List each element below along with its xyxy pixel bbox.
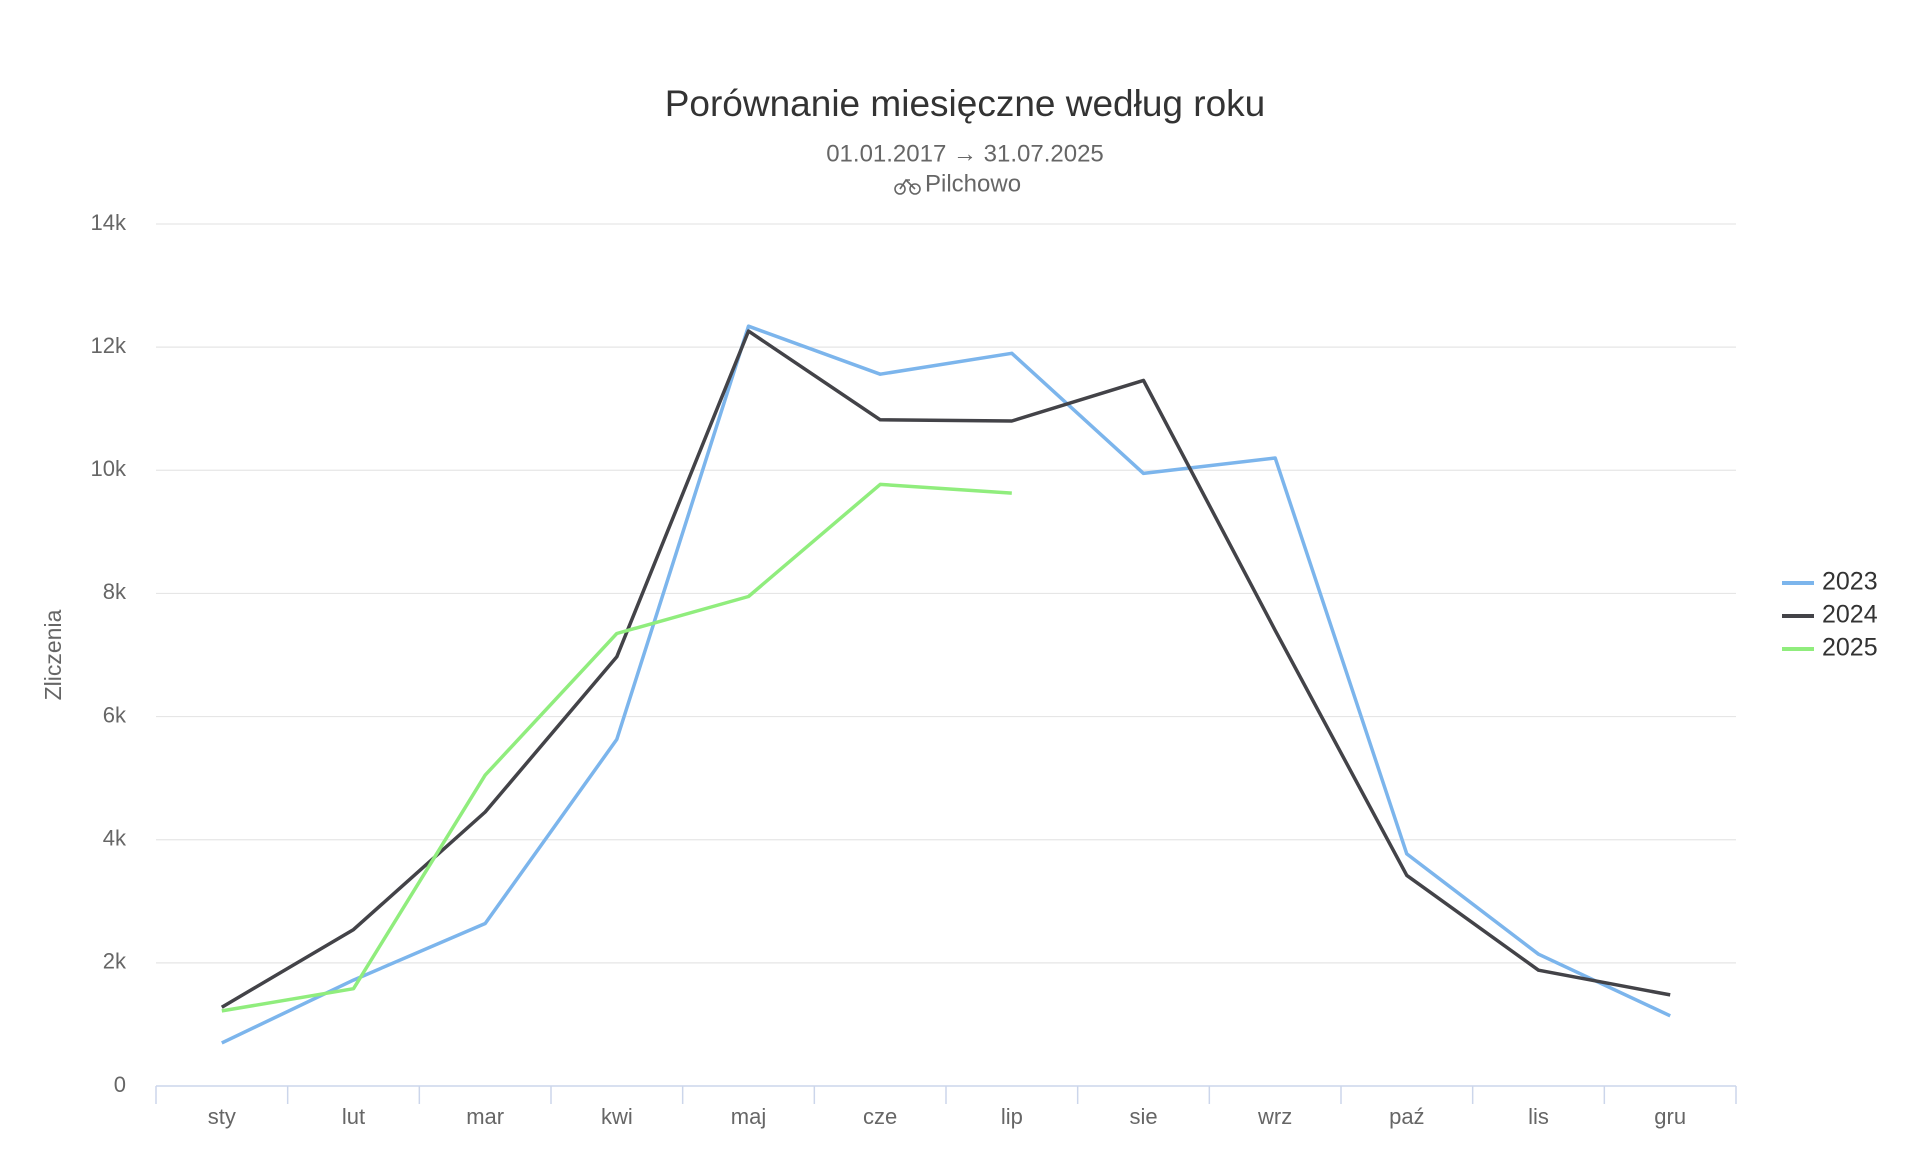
bike-icon xyxy=(894,178,921,195)
legend-label: 2024 xyxy=(1822,601,1878,629)
x-tick-label: kwi xyxy=(601,1104,633,1129)
x-tick-label: wrz xyxy=(1257,1104,1292,1129)
x-tick-label: paź xyxy=(1389,1104,1424,1129)
x-tick-label: mar xyxy=(466,1104,504,1129)
x-tick-label: sie xyxy=(1129,1104,1157,1129)
x-tick-label: sty xyxy=(208,1104,236,1129)
y-tick-label: 10k xyxy=(91,456,127,481)
x-tick-label: lut xyxy=(342,1104,365,1129)
x-tick-label: lip xyxy=(1001,1104,1023,1129)
x-tick-label: lis xyxy=(1528,1104,1549,1129)
series-line xyxy=(221,324,1671,1045)
y-tick-label: 2k xyxy=(103,949,127,974)
y-tick-label: 14k xyxy=(91,210,127,235)
legend-label: 2025 xyxy=(1822,634,1878,662)
x-tick-label: cze xyxy=(863,1104,897,1129)
y-tick-label: 6k xyxy=(103,702,127,727)
x-tick-label: maj xyxy=(731,1104,766,1129)
y-axis-label: Zliczenia xyxy=(40,609,66,700)
y-tick-label: 12k xyxy=(91,333,127,358)
y-tick-label: 4k xyxy=(103,826,127,851)
series-line xyxy=(220,329,1671,1009)
x-tick-label: gru xyxy=(1654,1104,1686,1129)
y-tick-label: 8k xyxy=(103,579,127,604)
chart-title: Porównanie miesięczne według roku xyxy=(665,83,1266,124)
legend-label: 2023 xyxy=(1822,568,1878,596)
chart-subtitle: 01.01.2017 → 31.07.2025 xyxy=(826,140,1104,167)
location: Pilchowo xyxy=(925,170,1021,197)
series-line xyxy=(221,482,1012,1013)
y-tick-label: 0 xyxy=(114,1072,126,1097)
